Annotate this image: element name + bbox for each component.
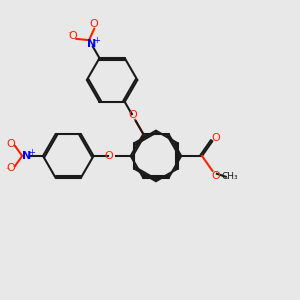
Text: ⁻: ⁻ xyxy=(68,30,72,39)
Text: O: O xyxy=(6,139,15,149)
Text: N: N xyxy=(87,39,96,49)
Text: O: O xyxy=(68,31,77,41)
Text: O: O xyxy=(128,110,137,120)
Text: ⁻: ⁻ xyxy=(5,165,10,174)
Text: N: N xyxy=(22,151,31,161)
Text: O: O xyxy=(212,133,220,142)
Text: +: + xyxy=(93,36,100,45)
Text: CH₃: CH₃ xyxy=(222,172,238,181)
Text: +: + xyxy=(28,148,35,157)
Text: O: O xyxy=(105,151,113,161)
Text: O: O xyxy=(6,163,15,173)
Text: O: O xyxy=(89,19,98,29)
Text: O: O xyxy=(211,171,220,181)
